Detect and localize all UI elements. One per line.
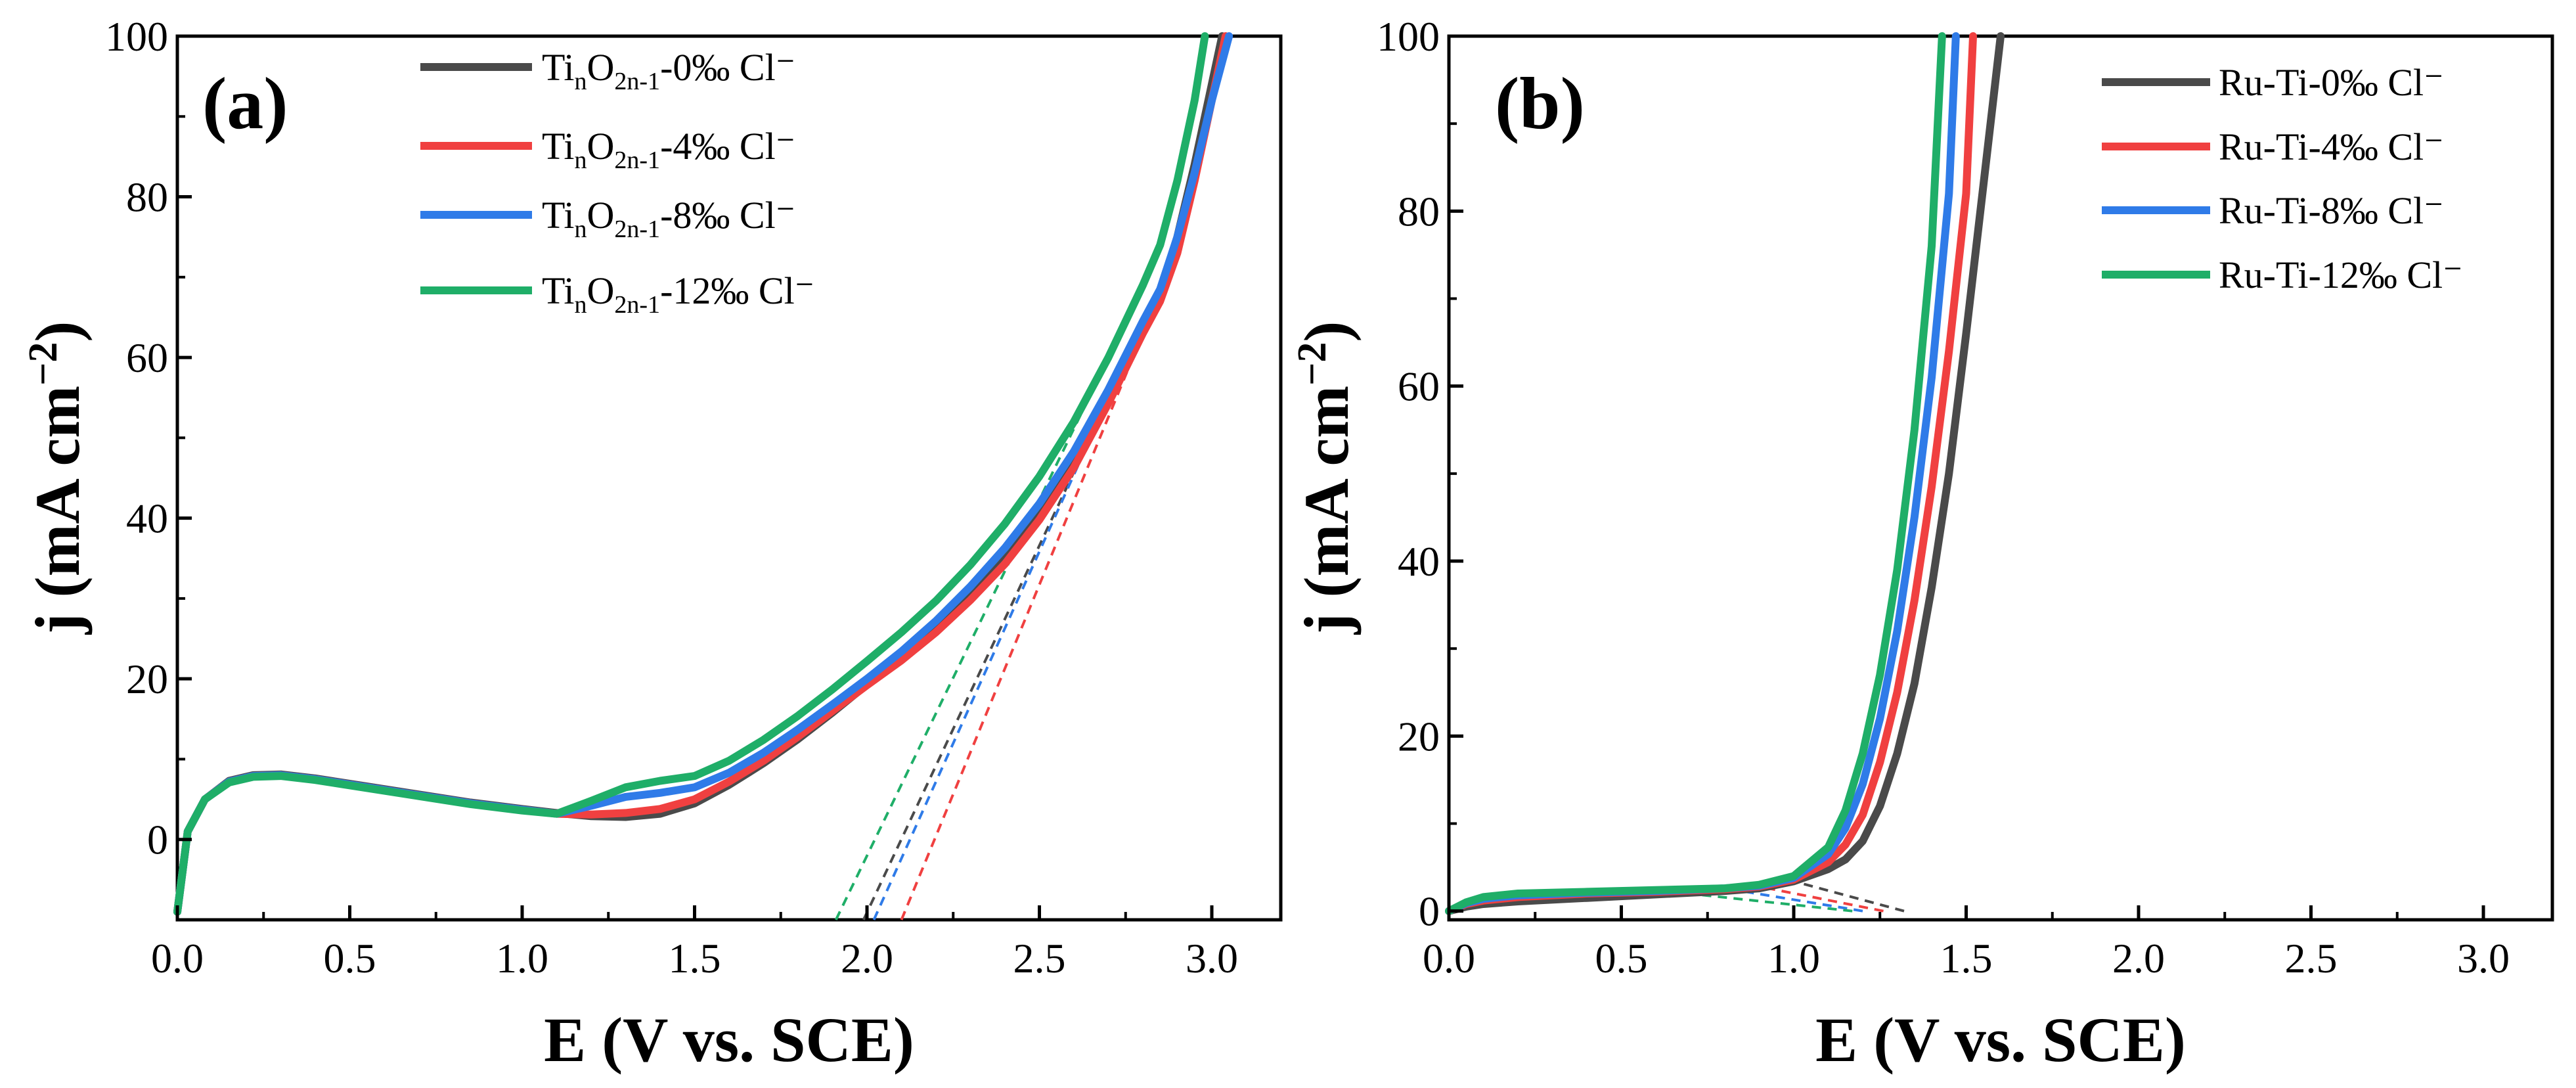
panel-a-y-tick-label-2: 40 <box>126 495 168 542</box>
panel-a-x-tick-label-6: 3.0 <box>1186 935 1238 982</box>
panel-a-y-tick-label-5: 100 <box>105 13 168 60</box>
legend-a-label-0-part-3: 2n-1 <box>614 68 660 95</box>
panel-a-legend: TinO2n-1-0‰ Cl⁻ TinO2n-1-4‰ Cl⁻ TinO2n-1… <box>420 46 814 319</box>
panel-b-onset-tangent-0 <box>1793 880 1905 913</box>
panel-b-x-tick-label-5: 2.5 <box>2285 935 2338 982</box>
legend-a-label-3-part-2: O <box>587 269 615 312</box>
legend-a-label-1-part-0: Ti <box>542 125 575 168</box>
legend-a-label-3-part-3: 2n-1 <box>614 291 660 319</box>
legend-a-label-2: TinO2n-1-8‰ Cl⁻ <box>542 194 795 243</box>
panel-b-x-tick-label-6: 3.0 <box>2457 935 2510 982</box>
panel-b-x-tick-label-0: 0.0 <box>1423 935 1475 982</box>
legend-a-label-3-part-4: -12‰ Cl⁻ <box>660 269 814 312</box>
panel-a-onset-tangent-1 <box>900 332 1144 920</box>
legend-a-label-3-part-0: Ti <box>542 269 575 312</box>
panel-b-axes: 0.0 0.5 1.0 1.5 2.0 2.5 3.0 0 20 40 60 80 100 <box>1377 13 2510 982</box>
panel-b-y-tick-label-3: 60 <box>1398 363 1440 410</box>
panel-a-label: (a) <box>202 63 288 145</box>
panel-a-x-tick-label-2: 1.0 <box>496 935 548 982</box>
panel-b-y-tick-label-0: 0 <box>1419 888 1440 935</box>
legend-b-label-2: Ru-Ti-8‰ Cl⁻ <box>2219 189 2444 232</box>
panel-a-onset-tangents <box>834 321 1144 920</box>
panel-b-y-axis-title: j (mA cm−2) <box>1290 321 1362 635</box>
panel-a-onset-tangent-3 <box>834 357 1110 920</box>
panel-b-series-lines <box>1445 32 2005 915</box>
legend-b-label-3: Ru-Ti-12‰ Cl⁻ <box>2219 254 2463 296</box>
panel-b-y-axis-title-superscript: −2 <box>1290 342 1335 386</box>
panel-a-series-lines <box>173 32 1233 916</box>
panel-b-x-tick-label-2: 1.0 <box>1767 935 1820 982</box>
panel-a-y-tick-label-1: 20 <box>126 656 168 702</box>
panel-a-x-tick-label-4: 2.0 <box>841 935 893 982</box>
panel-b-series-line-0 <box>1445 32 2005 915</box>
panel-b-label: (b) <box>1495 63 1585 145</box>
panel-b-y-tick-label-1: 20 <box>1398 713 1440 759</box>
legend-a-label-1-part-3: 2n-1 <box>614 147 660 174</box>
legend-a-label-1-part-2: O <box>587 125 615 168</box>
legend-b-label-1: Ru-Ti-4‰ Cl⁻ <box>2219 125 2444 168</box>
legend-a-label-3-part-1: n <box>575 291 587 319</box>
panel-a-x-tick-label-1: 0.5 <box>324 935 376 982</box>
panel-a-y-axis-title: j (mA cm−2) <box>21 321 93 635</box>
panel-b-x-tick-label-3: 1.5 <box>1940 935 1993 982</box>
legend-a-label-2-part-1: n <box>575 215 587 243</box>
panel-a-y-tick-label-4: 80 <box>126 174 168 221</box>
legend-a-label-1-part-1: n <box>575 147 587 174</box>
legend-a-label-0: TinO2n-1-0‰ Cl⁻ <box>542 46 795 95</box>
panel-b-y-tick-label-5: 100 <box>1377 13 1440 60</box>
panel-a-x-axis-title: E (V vs. SCE) <box>544 1005 914 1075</box>
panel-a-x-tick-label-5: 2.5 <box>1013 935 1066 982</box>
panel-a-axes: 0.0 0.5 1.0 1.5 2.0 2.5 3.0 0 20 40 60 80 100 <box>105 13 1238 982</box>
panel-a-y-axis-title-main: j (mA cm <box>22 386 93 635</box>
legend-a-label-2-part-4: -8‰ Cl⁻ <box>660 194 795 237</box>
legend-a-label-2-part-3: 2n-1 <box>614 215 660 243</box>
panel-a-series-line-3 <box>173 32 1209 916</box>
legend-a-label-0-part-0: Ti <box>542 46 575 89</box>
legend-a-label-1: TinO2n-1-4‰ Cl⁻ <box>542 125 795 174</box>
panel-a-x-tick-label-0: 0.0 <box>151 935 204 982</box>
panel-a: 0.0 0.5 1.0 1.5 2.0 2.5 3.0 0 20 40 60 80 100 (a) E … <box>21 13 1283 1075</box>
panel-b-y-tick-label-4: 80 <box>1398 188 1440 235</box>
legend-a-label-2-part-2: O <box>587 194 615 237</box>
panel-b-x-axis-title: E (V vs. SCE) <box>1815 1005 2186 1075</box>
panel-b-series-line-3 <box>1445 32 1946 915</box>
panel-b-onset-tangent-1 <box>1759 885 1884 913</box>
legend-a-label-3: TinO2n-1-12‰ Cl⁻ <box>542 269 814 319</box>
panel-b-legend: Ru-Ti-0‰ Cl⁻ Ru-Ti-4‰ Cl⁻ Ru-Ti-8‰ Cl⁻ R… <box>2102 61 2463 296</box>
legend-a-label-0-part-1: n <box>575 68 587 95</box>
panel-a-x-tick-label-3: 1.5 <box>669 935 721 982</box>
panel-b-x-tick-label-1: 0.5 <box>1595 935 1648 982</box>
panel-a-y-axis-title-close: ) <box>22 321 93 342</box>
panel-b-y-tick-label-2: 40 <box>1398 538 1440 585</box>
legend-a-label-0-part-2: O <box>587 46 615 89</box>
panel-b: 0.0 0.5 1.0 1.5 2.0 2.5 3.0 0 20 40 60 80 100 (b) E … <box>1290 13 2554 1075</box>
panel-a-y-tick-label-0: 0 <box>147 817 168 863</box>
panel-b-x-tick-label-4: 2.0 <box>2112 935 2165 982</box>
legend-a-label-2-part-0: Ti <box>542 194 575 237</box>
legend-a-label-1-part-4: -4‰ Cl⁻ <box>660 125 795 168</box>
panel-a-y-tick-label-3: 60 <box>126 334 168 381</box>
legend-a-label-0-part-4: -0‰ Cl⁻ <box>660 46 795 89</box>
legend-b-label-0: Ru-Ti-0‰ Cl⁻ <box>2219 61 2444 104</box>
panel-b-y-axis-title-close: ) <box>1291 321 1362 342</box>
panel-a-y-axis-title-superscript: −2 <box>21 342 66 386</box>
panel-b-y-axis-title-main: j (mA cm <box>1291 386 1362 635</box>
panel-a-plot-frame <box>175 34 1283 922</box>
